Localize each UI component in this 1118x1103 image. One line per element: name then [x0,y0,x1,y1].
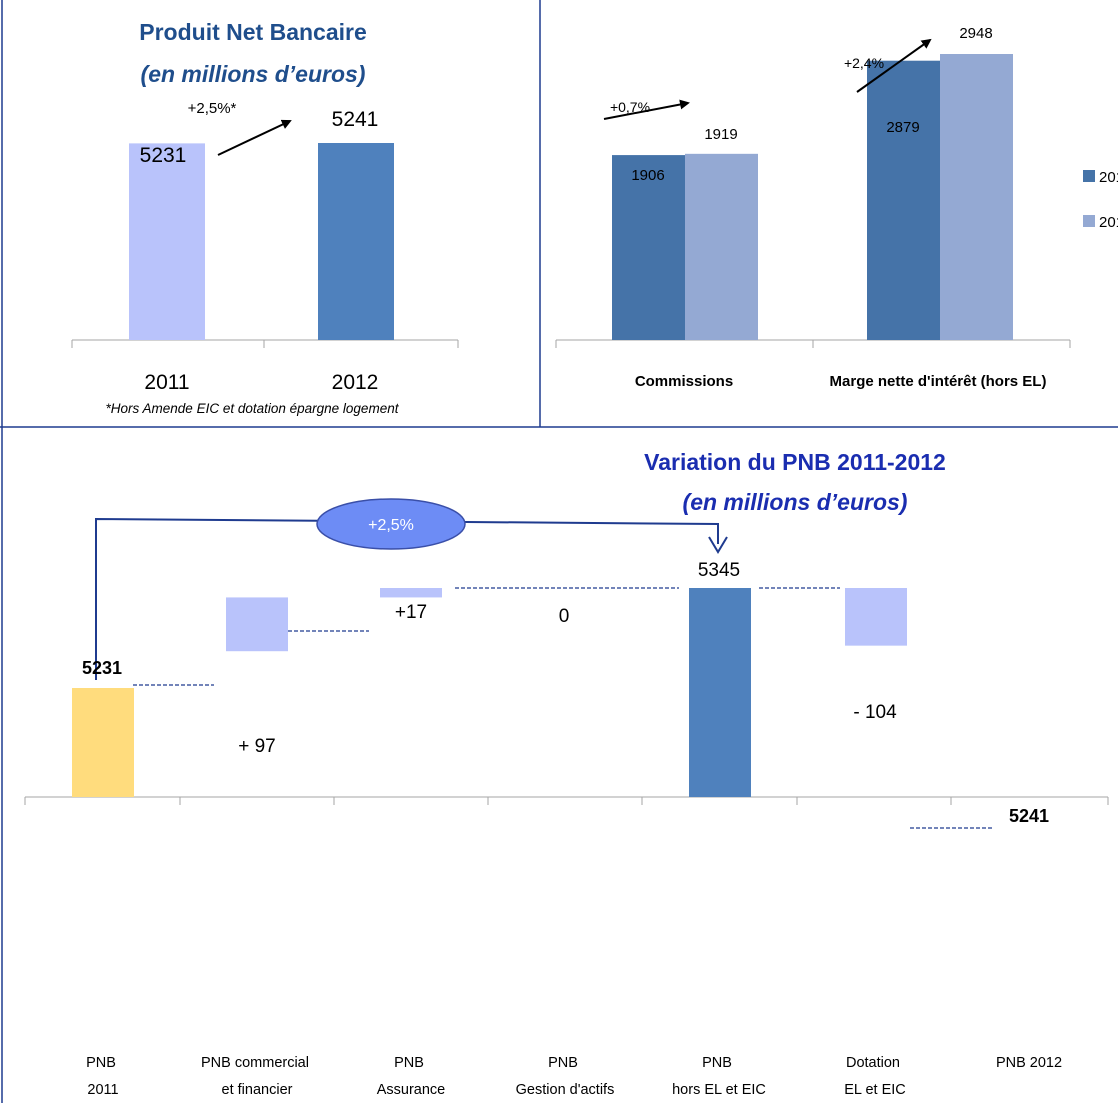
waterfall-bar-pnb-commercial [226,597,288,652]
legend-label-2011: 2011 [1099,169,1118,186]
waterfall-bar-pnb-assurance [380,588,442,598]
category-dotation-line2: EL et EIC [844,1082,906,1098]
category-pnb-gestion-line2: Gestion d'actifs [516,1082,615,1098]
chart1-footnote: *Hors Amende EIC et dotation épargne log… [106,401,400,416]
waterfall-label-pnb-commercial: + 97 [238,736,276,757]
pnb-bar-chart: Produit Net Bancaire (en millions d’euro… [71,19,459,416]
chart3-subtitle: (en millions d’euros) [683,489,908,515]
chart1-title: Produit Net Bancaire [139,19,367,45]
waterfall-growth-ellipse [316,498,466,550]
category-pnb-gestion: PNB Gestion d'actifs [516,1055,615,1098]
chart2-bar-commissions-2011 [612,155,685,340]
chart3-title: Variation du PNB 2011-2012 [644,449,946,475]
waterfall-label-pnb-assurance: +17 [395,602,427,623]
chart1-value-2012: 5241 [332,108,379,131]
chart1-subtitle: (en millions d’euros) [141,61,366,87]
category-pnb-commercial-line1: PNB commercial [201,1055,309,1071]
waterfall-chart: Variation du PNB 2011-2012 (en millions … [24,449,1109,1098]
category-pnb-hors-el: PNB hors EL et EIC [672,1055,766,1098]
chart2-growth-label-commissions: +0,7% [610,99,650,115]
waterfall-bar-pnb-2011 [72,688,134,797]
chart2-value-commissions-2011: 1906 [631,167,664,184]
chart2-growth-arrow-marge [856,38,932,93]
chart1-xlabel-2011: 2011 [144,371,189,394]
category-pnb-2011-line1: PNB [86,1055,116,1071]
chart1-growth-arrow [217,119,292,156]
waterfall-growth-label: +2,5% [368,517,414,534]
legend-swatch-2011 [1083,170,1095,182]
waterfall-bar-dotation [845,588,907,646]
chart1-bar-2012 [318,143,394,340]
waterfall-label-pnb-hors-el: 5345 [698,560,740,581]
category-dotation-line1: Dotation [846,1055,900,1071]
chart2-xlabel-marge: Marge nette d'intérêt (hors EL) [830,373,1047,390]
chart1-xlabel-2012: 2012 [332,371,379,394]
waterfall-label-pnb-gestion: 0 [559,606,570,627]
chart1-bar-2011 [129,143,205,340]
waterfall-label-dotation: - 104 [853,702,897,723]
category-pnb-commercial-line2: et financier [222,1082,293,1098]
chart2-bar-marge-2011 [867,60,940,340]
category-pnb-commercial: PNB commercial et financier [201,1055,313,1098]
category-pnb-2012: PNB 2012 [996,1055,1062,1071]
chart2-bar-commissions-2012 [685,153,758,340]
waterfall-bracket-arrowhead [708,536,728,554]
category-pnb-2012-line1: PNB 2012 [996,1055,1062,1071]
category-pnb-hors-el-line2: hors EL et EIC [672,1082,766,1098]
chart1-growth-label: +2,5%* [188,100,237,117]
chart2-value-marge-2012: 2948 [959,25,992,42]
chart3-ticks [24,797,1109,805]
category-pnb-assurance-line2: Assurance [377,1082,446,1098]
category-pnb-hors-el-line1: PNB [702,1055,732,1071]
category-pnb-gestion-line1: PNB [548,1055,578,1071]
chart1-value-2011: 5231 [140,144,187,167]
chart2-growth-label-marge: +2,4% [844,55,884,71]
category-pnb-2011: PNB 2011 [86,1055,120,1098]
category-pnb-assurance: PNB Assurance [377,1055,446,1098]
chart2-value-commissions-2012: 1919 [704,126,737,143]
waterfall-category-labels: PNB 2011 PNB commercial et financier PNB… [86,1055,1062,1098]
chart2-bar-marge-2012 [940,54,1013,340]
chart2-growth-arrow-commissions [603,99,690,120]
category-pnb-assurance-line1: PNB [394,1055,424,1071]
legend-swatch-2012 [1083,215,1095,227]
chart2-value-marge-2011: 2879 [886,119,919,136]
chart2-xlabel-commissions: Commissions [635,373,733,390]
waterfall-label-pnb-2012: 5241 [1009,806,1049,826]
category-pnb-2011-line2: 2011 [87,1082,118,1098]
commissions-margin-chart: 1906 1919 2879 2948 +0,7% +2,4% 2011 201… [555,25,1118,390]
legend-label-2012: 2012 [1099,214,1118,231]
waterfall-label-pnb-2011: 5231 [82,658,122,678]
waterfall-bar-pnb-hors-el [689,588,751,797]
category-dotation: Dotation EL et EIC [844,1055,906,1098]
